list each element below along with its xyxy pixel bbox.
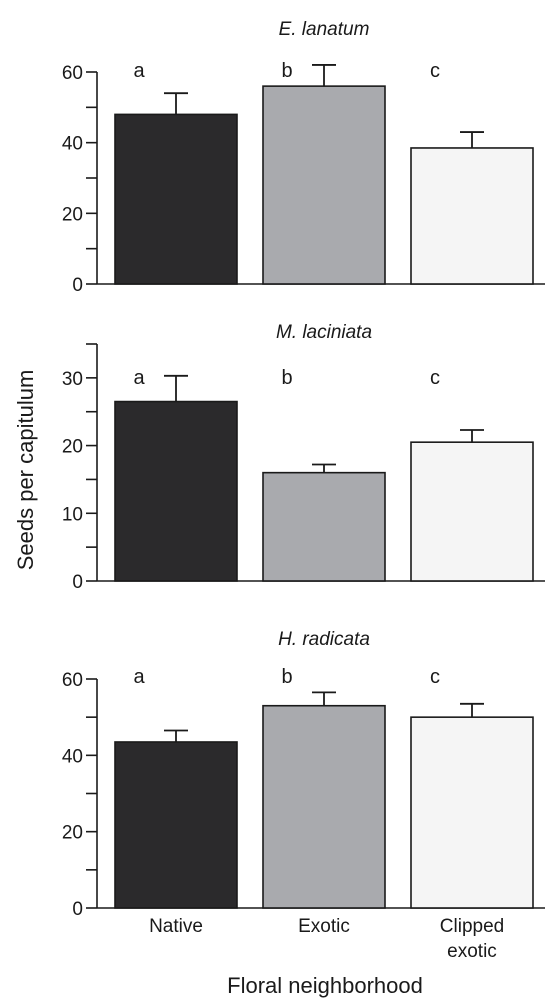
x-category-label: Clipped (440, 916, 504, 937)
bar (262, 704, 386, 909)
significance-letter: a (133, 666, 145, 688)
y-tick-label: 60 (62, 63, 83, 84)
bar (114, 400, 238, 582)
panel-title: H. radicata (278, 629, 370, 650)
y-tick-label: 0 (72, 899, 83, 920)
y-tick-label: 40 (62, 746, 83, 767)
x-category-label: Native (149, 916, 203, 937)
bar (410, 441, 534, 582)
bar (410, 147, 534, 285)
panel-title: M. laciniata (276, 322, 372, 343)
y-tick-label: 40 (62, 134, 83, 155)
panel-2: M. laciniata 0 10 20 30 a b c (62, 322, 545, 593)
significance-letter: c (430, 666, 440, 688)
y-tick-label: 30 (62, 369, 83, 390)
y-tick-label: 0 (72, 572, 83, 593)
y-tick-label: 10 (62, 504, 83, 525)
bar (114, 741, 238, 909)
panel-1: E. lanatum 0 20 40 60 a b c (62, 19, 545, 296)
significance-letter: b (281, 60, 292, 82)
bar (262, 471, 386, 582)
significance-letter: a (133, 367, 145, 389)
panel-title: E. lanatum (279, 19, 370, 40)
significance-letter: c (430, 367, 440, 389)
y-axis-title: Seeds per capitulum (13, 370, 38, 571)
bar (114, 113, 238, 285)
y-tick-label: 20 (62, 204, 83, 225)
significance-letter: a (133, 60, 145, 82)
bar (410, 716, 534, 909)
y-tick-label: 60 (62, 670, 83, 691)
x-category-label: exotic (447, 941, 497, 962)
bar (262, 85, 386, 285)
y-tick-label: 0 (72, 275, 83, 296)
y-tick-label: 20 (62, 437, 83, 458)
x-category-label: Exotic (298, 916, 350, 937)
y-tick-label: 20 (62, 823, 83, 844)
significance-letter: b (281, 666, 292, 688)
panel-3: H. radicata 0 20 40 60 a b c (62, 629, 545, 920)
significance-letter: c (430, 60, 440, 82)
x-axis-title: Floral neighborhood (227, 973, 423, 998)
significance-letter: b (281, 367, 292, 389)
